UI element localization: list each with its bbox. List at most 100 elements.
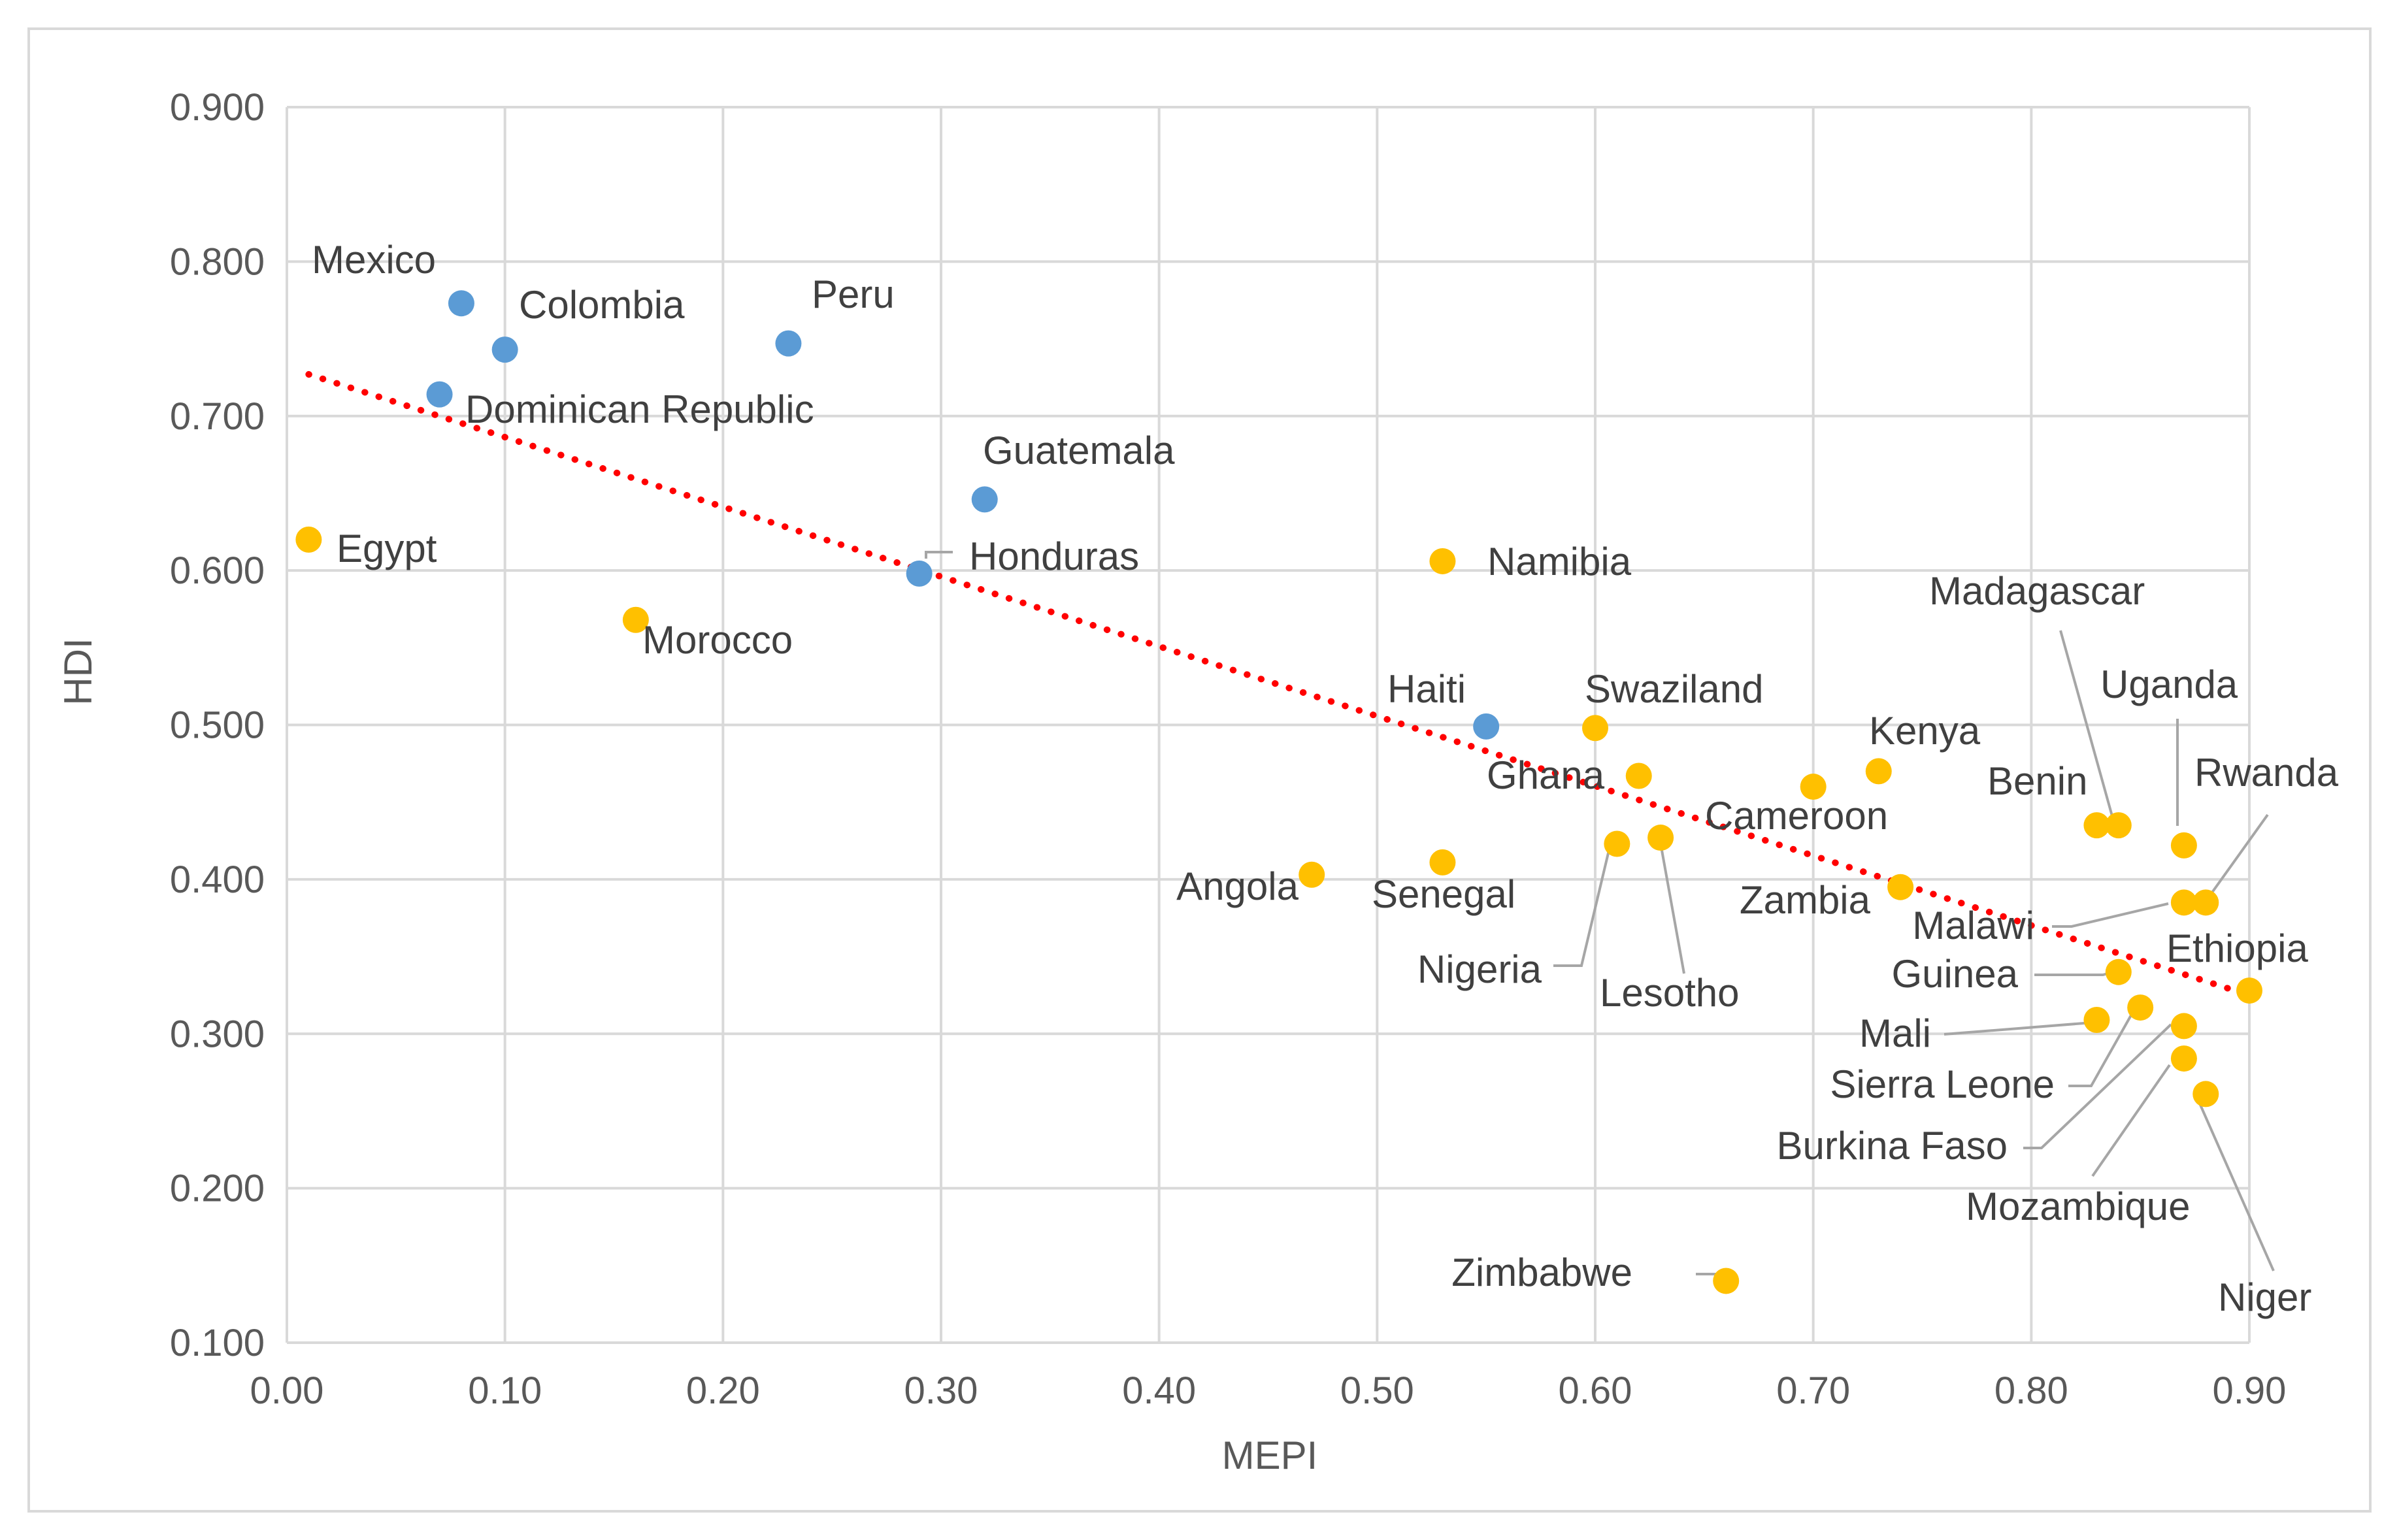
x-tick-label: 0.50 bbox=[1340, 1369, 1414, 1412]
data-label-guatemala: Guatemala bbox=[983, 429, 1175, 472]
data-label-burkina-faso: Burkina Faso bbox=[1777, 1124, 2008, 1168]
x-tick-label: 0.40 bbox=[1122, 1369, 1196, 1412]
y-tick-label: 0.100 bbox=[170, 1322, 265, 1364]
y-axis-ticks: 0.100 0.200 0.300 0.400 0.500 0.600 0.700 0.800… bbox=[170, 86, 265, 1364]
data-label-senegal: Senegal bbox=[1372, 872, 1515, 916]
leader-lines bbox=[925, 551, 2275, 1275]
y-tick-label: 0.700 bbox=[170, 395, 265, 438]
y-tick-label: 0.500 bbox=[170, 704, 265, 747]
data-label-nigeria: Nigeria bbox=[1417, 947, 1542, 991]
data-label-angola: Angola bbox=[1176, 864, 1299, 908]
leader-line-burkina-faso bbox=[2023, 1023, 2172, 1149]
y-axis-title: HDI bbox=[56, 638, 100, 705]
data-label-namibia: Namibia bbox=[1487, 540, 1632, 583]
data-point-namibia bbox=[1429, 548, 1456, 574]
data-label-lesotho: Lesotho bbox=[1600, 971, 1740, 1015]
data-point-peru bbox=[775, 330, 802, 357]
leader-line-madagascar bbox=[2059, 630, 2115, 821]
data-label-zambia: Zambia bbox=[1740, 878, 1871, 922]
data-label-guinea: Guinea bbox=[1892, 952, 2019, 996]
data-point-swaziland bbox=[1582, 715, 1608, 742]
x-tick-label: 0.60 bbox=[1559, 1369, 1632, 1412]
trendline bbox=[305, 370, 2253, 999]
x-axis-title: MEPI bbox=[1222, 1434, 1318, 1477]
data-point-zambia bbox=[1887, 874, 1914, 900]
leader-line-niger bbox=[2194, 1092, 2275, 1271]
x-axis-ticks: 0.00 0.10 0.20 0.30 0.40 0.50 0.60 0.70 0.80 0.90 bbox=[250, 1369, 2287, 1412]
leader-line-mozambique bbox=[2091, 1064, 2171, 1177]
data-point-dominican-republic bbox=[426, 381, 453, 408]
data-point-angola bbox=[1299, 861, 1325, 888]
leader-line-mali bbox=[1944, 1021, 2093, 1036]
x-tick-label: 0.30 bbox=[904, 1369, 978, 1412]
data-point-zimbabwe bbox=[1713, 1268, 1740, 1294]
data-point-ghana bbox=[1625, 762, 1652, 789]
data-point-lesotho bbox=[1647, 825, 1674, 851]
data-label-madagascar: Madagascar bbox=[1929, 569, 2145, 613]
data-label-haiti: Haiti bbox=[1387, 667, 1466, 711]
x-tick-label: 0.90 bbox=[2213, 1369, 2287, 1412]
data-point-malawi bbox=[2170, 889, 2197, 916]
y-tick-label: 0.400 bbox=[170, 859, 265, 901]
data-label-swaziland: Swaziland bbox=[1585, 667, 1764, 711]
x-tick-label: 0.80 bbox=[1994, 1369, 2068, 1412]
data-label-rwanda: Rwanda bbox=[2194, 751, 2339, 795]
leader-line-rwanda bbox=[2209, 813, 2269, 896]
data-point-uganda bbox=[2170, 832, 2197, 859]
data-label-malawi: Malawi bbox=[1912, 904, 2034, 947]
data-point-senegal bbox=[1429, 849, 1456, 876]
data-point-colombia bbox=[491, 336, 518, 363]
data-point-guinea bbox=[2105, 958, 2132, 985]
data-label-benin: Benin bbox=[1987, 759, 2087, 803]
leader-line-honduras bbox=[925, 551, 953, 559]
point-labels: Mexico Colombia Dominican Republic Peru Guat… bbox=[312, 238, 2339, 1319]
data-point-mozambique bbox=[2170, 1045, 2197, 1072]
data-label-colombia: Colombia bbox=[519, 283, 685, 327]
data-points bbox=[295, 290, 2262, 1294]
data-point-madagascar bbox=[2105, 812, 2132, 839]
data-label-sierra-leone: Sierra Leone bbox=[1830, 1062, 2055, 1106]
data-point-benin bbox=[2083, 812, 2110, 839]
chart-frame bbox=[27, 27, 2372, 1513]
leader-line-malawi bbox=[2052, 902, 2169, 928]
leader-line-lesotho bbox=[1659, 839, 1685, 974]
data-point-cameroon bbox=[1800, 774, 1827, 800]
data-label-niger: Niger bbox=[2218, 1275, 2311, 1319]
y-tick-label: 0.800 bbox=[170, 240, 265, 283]
x-tick-label: 0.00 bbox=[250, 1369, 324, 1412]
data-label-ghana: Ghana bbox=[1487, 753, 1605, 797]
x-tick-label: 0.10 bbox=[468, 1369, 542, 1412]
trendline-group bbox=[305, 370, 2253, 999]
data-point-guatemala bbox=[971, 486, 998, 513]
y-tick-label: 0.900 bbox=[170, 86, 265, 129]
data-label-honduras: Honduras bbox=[969, 534, 1139, 578]
data-point-honduras bbox=[906, 560, 933, 587]
y-tick-label: 0.300 bbox=[170, 1013, 265, 1055]
data-label-uganda: Uganda bbox=[2100, 663, 2238, 706]
data-label-mexico: Mexico bbox=[312, 238, 436, 282]
x-tick-label: 0.20 bbox=[686, 1369, 760, 1412]
data-label-zimbabwe: Zimbabwe bbox=[1451, 1251, 1632, 1294]
leader-line-sierra-leone bbox=[2068, 1009, 2136, 1087]
gridlines bbox=[286, 106, 2251, 1344]
data-point-nigeria bbox=[1604, 830, 1630, 857]
data-point-mexico bbox=[448, 290, 474, 317]
data-point-niger bbox=[2192, 1081, 2219, 1107]
data-point-sierra-leone bbox=[2127, 994, 2154, 1021]
y-tick-label: 0.200 bbox=[170, 1168, 265, 1210]
data-label-peru: Peru bbox=[812, 272, 895, 316]
data-point-rwanda bbox=[2192, 889, 2219, 916]
x-tick-label: 0.70 bbox=[1776, 1369, 1850, 1412]
data-point-burkina-faso bbox=[2170, 1013, 2197, 1040]
data-label-morocco: Morocco bbox=[642, 618, 793, 662]
leader-line-guinea bbox=[2034, 972, 2108, 976]
data-point-mali bbox=[2083, 1006, 2110, 1033]
data-point-kenya bbox=[1865, 758, 1892, 785]
data-label-mozambique: Mozambique bbox=[1966, 1185, 2191, 1228]
data-label-mali: Mali bbox=[1859, 1011, 1931, 1055]
data-point-morocco bbox=[622, 606, 649, 633]
data-label-ethiopia: Ethiopia bbox=[2166, 926, 2308, 970]
data-point-haiti bbox=[1473, 713, 1500, 740]
data-label-dominican-republic: Dominican Republic bbox=[465, 387, 814, 431]
